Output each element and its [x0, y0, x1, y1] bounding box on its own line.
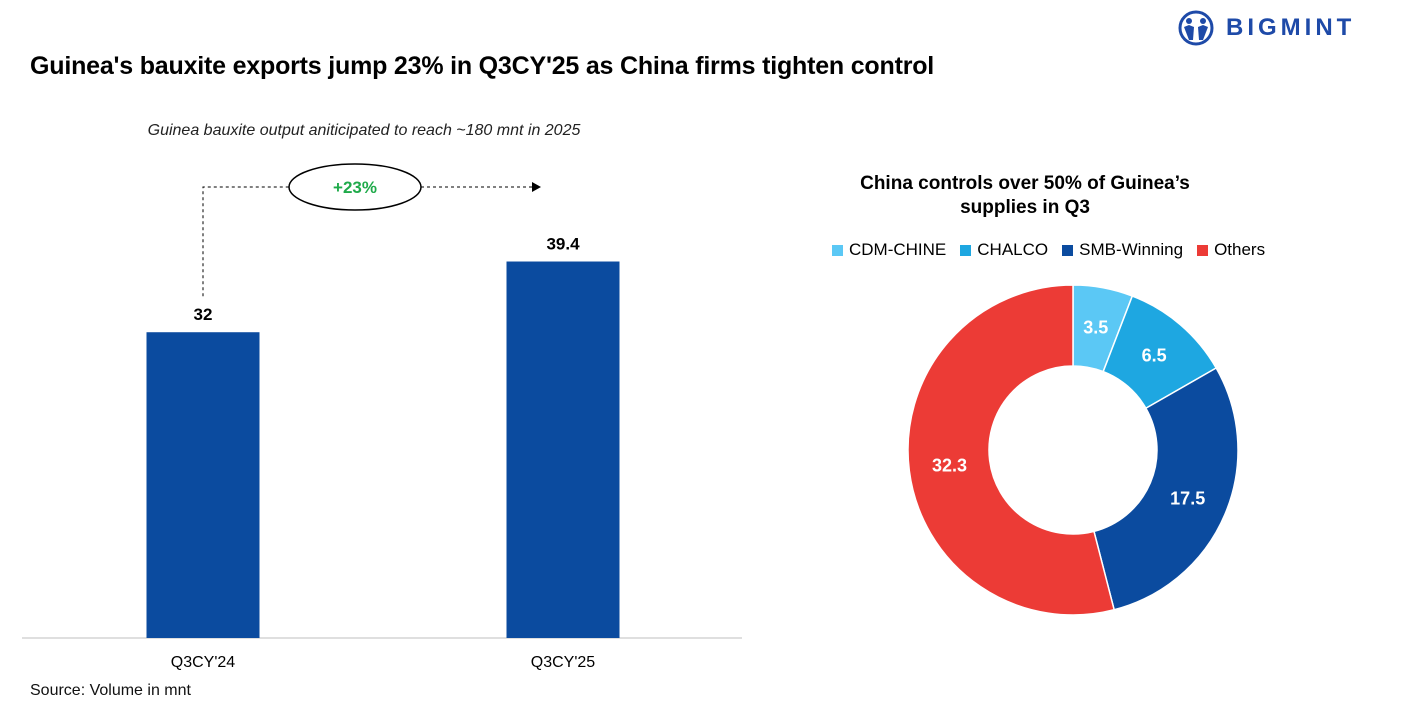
bar-chart-subtitle: Guinea bauxite output aniticipated to re… [147, 122, 581, 139]
bigmint-logo-icon [1178, 10, 1214, 46]
bar-0 [146, 332, 260, 638]
growth-oval [288, 163, 422, 211]
growth-arrow-head [532, 182, 541, 192]
legend-label: CDM-CHINE [849, 240, 947, 259]
legend-item: CDM-CHINE [832, 240, 946, 260]
legend-item: Others [1197, 240, 1265, 260]
bar-chart: 32 Q3CY'24 39.4 Q3CY'25 +23% [22, 163, 742, 671]
category-label: Q3CY'25 [531, 654, 596, 671]
bar-value-label: 32 [194, 305, 213, 324]
slice-value-label: 6.5 [1142, 346, 1167, 366]
legend-swatch [1062, 244, 1074, 256]
pie-chart-title: China controls over 50% of Guinea’s supp… [860, 173, 1190, 218]
bar-value-label: 39.4 [546, 235, 580, 254]
slice-value-label: 3.5 [1083, 318, 1108, 338]
category-label: Q3CY'24 [171, 654, 236, 671]
page-title: Guinea's bauxite exports jump 23% in Q3C… [30, 52, 935, 80]
growth-connector-left [202, 186, 289, 297]
source-note: Source: Volume in mnt [30, 682, 191, 699]
pie-legend: CDM-CHINE CHALCO SMB-Winning Others [832, 240, 1265, 260]
growth-label: +23% [333, 178, 377, 197]
legend-item: SMB-Winning [1062, 240, 1183, 260]
legend-label: SMB-Winning [1079, 240, 1184, 259]
bar-1 [506, 261, 620, 638]
legend-swatch [832, 244, 843, 256]
donut-chart: 3.5 6.5 17.5 32.3 [907, 284, 1239, 616]
legend-label: CHALCO [977, 240, 1049, 259]
legend-label: Others [1214, 240, 1266, 259]
legend-swatch [960, 244, 972, 256]
donut-slice-2 [1093, 366, 1239, 611]
brand-logo: BIGMINT [1176, 10, 1355, 46]
legend-swatch [1197, 244, 1209, 256]
legend-item: CHALCO [960, 240, 1048, 260]
slice-value-label: 17.5 [1170, 488, 1205, 508]
brand-name: BIGMINT [1226, 14, 1356, 41]
slice-value-label: 32.3 [932, 456, 967, 476]
donut-slice-3 [907, 284, 1116, 616]
